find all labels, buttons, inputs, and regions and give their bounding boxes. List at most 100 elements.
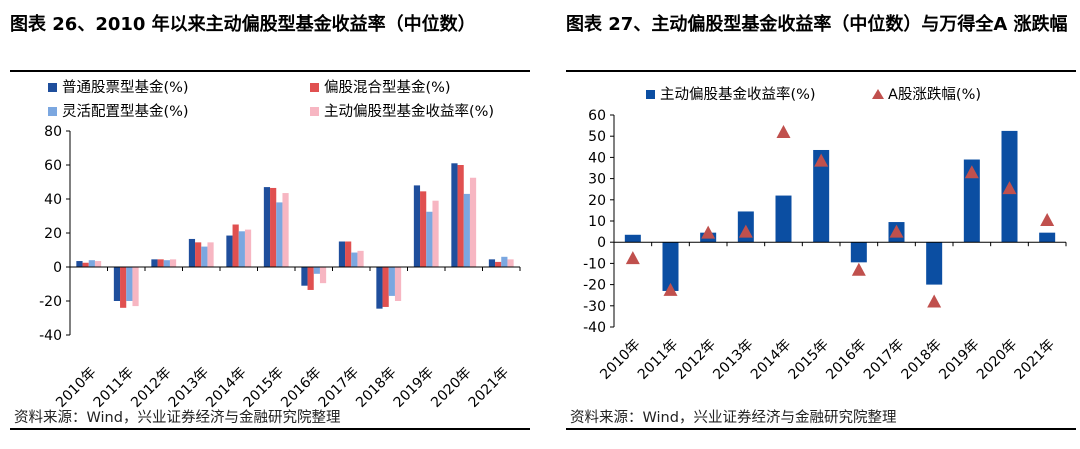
bar xyxy=(76,261,83,267)
x-tick-label: 2013年 xyxy=(710,337,756,383)
legend-swatch xyxy=(48,83,57,92)
bar xyxy=(426,211,433,267)
x-tick-label: 2021年 xyxy=(466,365,512,411)
x-tick-label: 2012年 xyxy=(128,365,174,411)
bar xyxy=(195,242,202,267)
bar xyxy=(394,267,402,301)
bar xyxy=(263,187,271,267)
bar xyxy=(201,246,208,267)
y-tick-label: 20 xyxy=(44,226,62,242)
bar xyxy=(276,202,283,267)
bar xyxy=(850,242,867,263)
x-tick-label: 2013年 xyxy=(166,365,212,411)
bar xyxy=(82,262,89,267)
bar xyxy=(507,259,514,267)
legend-label: 偏股混合型基金(%) xyxy=(324,79,451,96)
y-tick-label: -20 xyxy=(39,294,62,310)
y-tick-label: -20 xyxy=(583,278,606,294)
y-tick-label: 0 xyxy=(53,260,62,276)
x-tick-label: 2019年 xyxy=(936,337,982,383)
triangle-marker xyxy=(964,165,979,179)
bar xyxy=(132,267,139,307)
triangle-marker xyxy=(851,262,866,276)
chart-title-right: 图表 27、主动偏股型基金收益率（中位数）与万得全A 涨跌幅 xyxy=(566,14,1068,35)
bar xyxy=(313,267,320,274)
bar xyxy=(501,256,508,267)
y-tick-label: 60 xyxy=(44,158,62,174)
bar xyxy=(432,200,439,267)
y-tick-label: -40 xyxy=(583,320,606,336)
legend-swatch xyxy=(646,90,655,99)
bar xyxy=(624,234,641,243)
y-tick-label: 30 xyxy=(588,172,606,188)
triangle-marker xyxy=(927,294,942,308)
x-tick-label: 2020年 xyxy=(428,365,474,411)
bar xyxy=(457,165,464,267)
bar xyxy=(488,259,496,267)
bar xyxy=(188,238,196,267)
bar xyxy=(345,241,352,267)
bar xyxy=(420,191,427,267)
bottom-rule-right xyxy=(566,428,1076,430)
y-tick-label: 60 xyxy=(588,108,606,124)
bar xyxy=(463,193,470,267)
left-chart-panel: 图表 26、2010 年以来主动偏股型基金收益率（中位数） 普通股票型基金(%)… xyxy=(10,14,530,430)
bar xyxy=(238,231,245,267)
y-tick-label: -10 xyxy=(583,256,606,272)
triangle-marker xyxy=(776,124,791,138)
y-tick-label: -40 xyxy=(39,328,62,344)
bar xyxy=(226,235,233,267)
bar xyxy=(319,267,327,284)
legend-label: 普通股票型基金(%) xyxy=(62,79,189,96)
chart-title-left: 图表 26、2010 年以来主动偏股型基金收益率（中位数） xyxy=(10,14,476,35)
triangle-marker xyxy=(738,224,753,238)
triangle-marker xyxy=(1040,212,1055,226)
bottom-rule-left xyxy=(10,428,530,430)
x-tick-label: 2018年 xyxy=(353,365,399,411)
x-tick-label: 2010年 xyxy=(597,337,643,383)
bar xyxy=(301,267,308,286)
x-tick-label: 2017年 xyxy=(316,365,362,411)
bar xyxy=(163,260,170,267)
bar xyxy=(662,242,679,291)
bar xyxy=(413,185,421,267)
y-tick-label: -30 xyxy=(583,299,606,315)
title-rule-left xyxy=(10,70,530,72)
triangle-marker xyxy=(814,153,829,167)
bar xyxy=(1039,232,1056,243)
right-chart-panel: 图表 27、主动偏股型基金收益率（中位数）与万得全A 涨跌幅 主动偏股基金收益率… xyxy=(556,0,1080,449)
x-tick-label: 2017年 xyxy=(861,337,907,383)
x-tick-label: 2019年 xyxy=(391,365,437,411)
x-tick-label: 2012年 xyxy=(673,337,719,383)
y-tick-label: 80 xyxy=(44,124,62,140)
x-tick-label: 2011年 xyxy=(91,365,137,411)
bar xyxy=(282,193,289,267)
bar xyxy=(495,261,502,267)
bar xyxy=(157,259,164,267)
x-tick-label: 2016年 xyxy=(823,337,869,383)
x-tick-label: 2016年 xyxy=(278,365,324,411)
bar xyxy=(169,259,177,267)
y-tick-label: 10 xyxy=(588,214,606,230)
bar xyxy=(120,267,127,308)
x-tick-label: 2015年 xyxy=(241,365,287,411)
triangle-marker xyxy=(663,282,678,296)
legend-label: 灵活配置型基金(%) xyxy=(62,103,189,120)
bar xyxy=(388,267,395,296)
triangle-marker xyxy=(701,225,716,239)
triangle-marker xyxy=(889,224,904,238)
legend-label: A股涨跌幅(%) xyxy=(888,86,981,103)
title-rule-right xyxy=(566,70,1076,72)
bar xyxy=(232,224,239,267)
bar xyxy=(926,242,943,285)
x-tick-label: 2014年 xyxy=(748,337,794,383)
bar xyxy=(963,159,980,243)
x-tick-label: 2021年 xyxy=(1012,337,1058,383)
triangle-marker xyxy=(625,251,640,265)
y-tick-label: 40 xyxy=(44,192,62,208)
x-tick-label: 2011年 xyxy=(635,337,681,383)
x-tick-label: 2020年 xyxy=(974,337,1020,383)
x-tick-label: 2014年 xyxy=(203,365,249,411)
y-tick-label: 40 xyxy=(588,150,606,166)
bar xyxy=(451,163,458,267)
